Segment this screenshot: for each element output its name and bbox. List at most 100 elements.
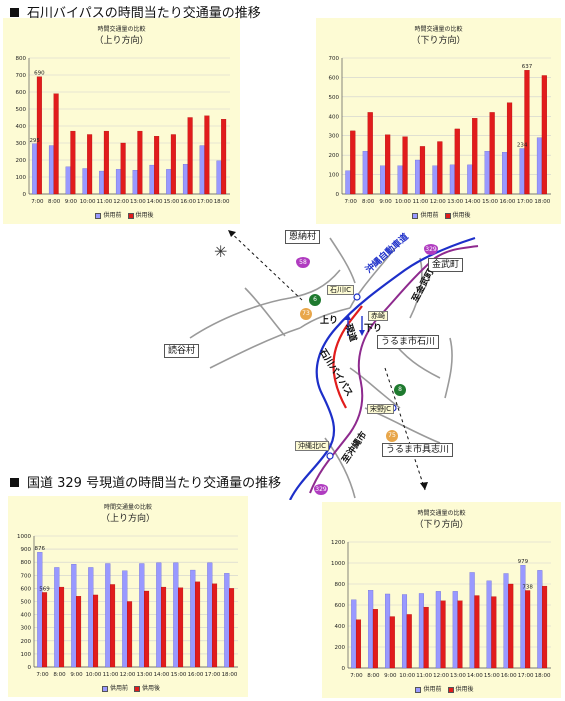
data-label: 569 (39, 586, 50, 592)
chart-panel-bypass-up: 時間交通量の比較 （上り方向） 0 100 200 300 400 500 600 700 80… (3, 18, 240, 224)
bar (42, 592, 48, 668)
bar (170, 134, 176, 195)
y-tick-label: 900 (21, 547, 32, 553)
bar (127, 601, 133, 668)
place-label-yomitan: 読谷村 (164, 344, 200, 359)
bar (54, 567, 60, 668)
bar (519, 148, 525, 195)
x-tick-label: 11:00 (96, 199, 112, 205)
y-tick-label: 1200 (331, 540, 345, 546)
bar (525, 590, 531, 669)
y-tick-label: 100 (16, 175, 27, 181)
bar (437, 141, 443, 195)
ic-label-okinawa-kita: 沖縄北IC (295, 441, 329, 452)
legend-label-after: 供用後 (455, 686, 474, 693)
bar (484, 151, 490, 195)
x-tick-label: 13:00 (450, 673, 466, 679)
x-tick-label: 15:00 (171, 672, 187, 678)
bar (139, 563, 145, 668)
bar (156, 562, 162, 668)
data-label: 690 (34, 71, 45, 77)
x-tick-label: 8:00 (53, 672, 66, 678)
bypass-line (332, 305, 363, 409)
bar (87, 134, 93, 195)
y-tick-label: 800 (21, 560, 32, 566)
x-tick-label: 18:00 (222, 672, 238, 678)
route-map: ✳ 恩納村 金武町 読谷村 うるま市石川 うるま市具志川 石川IC 赤崎 宋野J… (150, 218, 480, 500)
bar (419, 146, 426, 195)
bar (362, 151, 368, 195)
route-329-line (309, 245, 479, 494)
legend-label-after: 供用後 (142, 685, 161, 692)
y-tick-label: 0 (336, 192, 340, 198)
x-tick-label: 12:00 (113, 199, 129, 205)
chart-title: 時間交通量の比較 (414, 26, 463, 33)
bar (452, 591, 458, 669)
legend-swatch-before (95, 212, 102, 219)
legend-label-after: 供用後 (452, 212, 471, 219)
x-tick-label: 12:00 (430, 199, 446, 205)
bar (454, 128, 460, 195)
bar (82, 168, 88, 195)
x-tick-label: 9:00 (379, 199, 392, 205)
x-tick-label: 7:00 (350, 673, 363, 679)
route-shield-329-icon: 329 (314, 484, 328, 495)
y-tick-label: 0 (342, 666, 346, 672)
bar (195, 581, 201, 668)
bar (457, 600, 463, 669)
ic-label-ishikawa: 石川IC (327, 285, 354, 296)
x-tick-label: 18:00 (535, 673, 551, 679)
legend-label-before: 供用前 (103, 212, 122, 219)
section-title-text: 国道 329 号現道の時間当たり交通量の推移 (27, 476, 282, 491)
bar (397, 165, 403, 195)
x-tick-label: 15:00 (484, 673, 500, 679)
y-tick-label: 500 (21, 600, 32, 606)
x-tick-label: 13:00 (447, 199, 463, 205)
legend-label-before: 供用前 (423, 686, 442, 693)
bar (199, 145, 205, 195)
bar (418, 593, 424, 669)
bar (76, 596, 82, 668)
x-tick-label: 8:00 (367, 673, 380, 679)
bar (88, 567, 94, 668)
x-tick-label: 9:00 (70, 672, 83, 678)
bar (122, 570, 128, 668)
chart-title: 時間交通量の比較 (417, 510, 466, 517)
x-tick-label: 11:00 (103, 672, 119, 678)
bar (372, 609, 378, 669)
y-tick-label: 400 (16, 124, 27, 130)
bar (36, 76, 42, 195)
bar (385, 593, 391, 669)
direction-label-kudari: 下り (364, 324, 383, 334)
x-tick-label: 13:00 (130, 199, 146, 205)
y-tick-label: 500 (16, 107, 27, 113)
bar (204, 115, 210, 195)
bar (380, 165, 386, 195)
route-marker-8-icon: 8 (394, 384, 406, 396)
chart-panel-gendo-up: 時間交通量の比較 （上り方向） 0 100 200 300 400 500 600 700 80… (8, 496, 248, 697)
bar (221, 119, 227, 195)
data-label: 295 (29, 138, 40, 144)
place-label-kin: 金武町 (428, 258, 464, 273)
x-tick-label: 14:00 (154, 672, 170, 678)
legend-label-before: 供用前 (420, 212, 439, 219)
bar (435, 591, 441, 669)
y-tick-label: 0 (23, 192, 27, 198)
legend-swatch-before (101, 685, 108, 692)
bar (99, 170, 105, 195)
bar (486, 580, 492, 669)
y-tick-label: 500 (329, 95, 340, 101)
y-tick-label: 300 (329, 134, 340, 140)
x-tick-label: 10:00 (86, 672, 102, 678)
legend-swatch-after (444, 212, 451, 219)
y-tick-label: 1000 (331, 561, 345, 567)
bar (506, 102, 513, 195)
bar (32, 143, 38, 195)
bar (120, 142, 126, 195)
bar-chart: 0 200 400 600 800 1000 1200 7:00 8:00 9:00 10:00 11… (331, 540, 551, 679)
arrow-head-icon (345, 314, 351, 320)
arrow-head-icon (420, 482, 428, 490)
data-label: 637 (522, 64, 533, 70)
bar (368, 590, 374, 669)
bar-chart: 0 100 200 300 400 500 600 700 800 900 1000 7:00 8:00… (17, 534, 238, 678)
